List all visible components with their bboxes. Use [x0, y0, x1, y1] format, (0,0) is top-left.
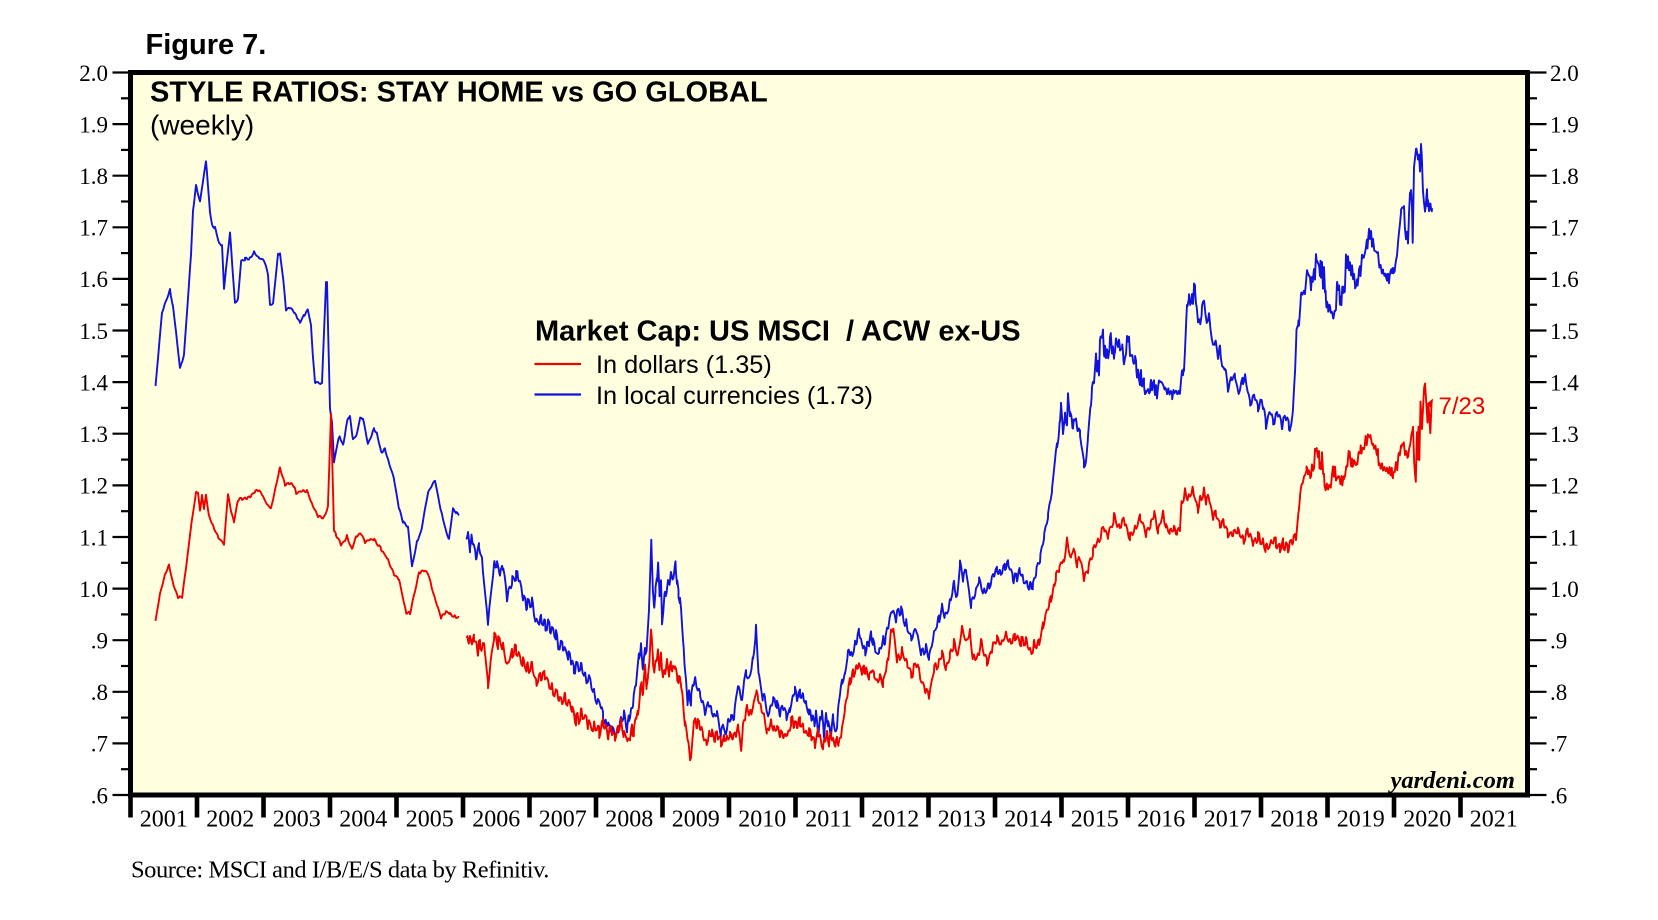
svg-text:2008: 2008 [605, 807, 653, 833]
svg-text:Market Cap: US MSCI / ACW ex-: Market Cap: US MSCI / ACW ex-US [535, 316, 1021, 348]
svg-text:1.5: 1.5 [79, 319, 108, 344]
svg-text:1.7: 1.7 [79, 216, 108, 241]
svg-text:2009: 2009 [672, 807, 720, 833]
svg-text:2001: 2001 [140, 807, 188, 833]
svg-text:2005: 2005 [406, 807, 454, 833]
svg-text:yardeni.com: yardeni.com [1387, 767, 1515, 794]
svg-text:In dollars (1.35): In dollars (1.35) [596, 351, 772, 379]
svg-text:.9: .9 [1550, 629, 1567, 654]
svg-text:2006: 2006 [472, 807, 520, 833]
svg-text:Source: MSCI and I/B/E/S data: Source: MSCI and I/B/E/S data by Refinit… [131, 857, 549, 884]
svg-text:2013: 2013 [938, 807, 986, 833]
svg-text:Figure 7.: Figure 7. [146, 29, 267, 61]
svg-text:1.2: 1.2 [1550, 474, 1579, 499]
svg-text:2004: 2004 [339, 807, 387, 833]
svg-text:1.3: 1.3 [1550, 422, 1579, 447]
svg-text:.8: .8 [1550, 680, 1567, 705]
svg-text:.7: .7 [1550, 732, 1567, 757]
svg-text:1.9: 1.9 [79, 112, 108, 137]
svg-text:2011: 2011 [805, 807, 852, 833]
svg-text:2002: 2002 [206, 807, 254, 833]
svg-text:.7: .7 [91, 732, 108, 757]
svg-text:1.5: 1.5 [1550, 319, 1579, 344]
svg-text:.6: .6 [1550, 783, 1567, 808]
svg-text:1.6: 1.6 [79, 267, 108, 292]
svg-text:2.0: 2.0 [1550, 61, 1579, 86]
svg-text:2018: 2018 [1270, 807, 1318, 833]
svg-text:2.0: 2.0 [79, 61, 108, 86]
svg-text:1.4: 1.4 [1550, 370, 1579, 395]
svg-text:.9: .9 [91, 629, 108, 654]
svg-text:1.1: 1.1 [79, 525, 108, 550]
svg-text:2014: 2014 [1004, 807, 1052, 833]
svg-text:1.6: 1.6 [1550, 267, 1579, 292]
svg-text:1.0: 1.0 [79, 577, 108, 602]
svg-text:2003: 2003 [273, 807, 321, 833]
svg-text:1.0: 1.0 [1550, 577, 1579, 602]
svg-text:1.8: 1.8 [1550, 164, 1579, 189]
svg-text:1.4: 1.4 [79, 370, 108, 395]
svg-text:2016: 2016 [1137, 807, 1185, 833]
svg-text:In local currencies (1.73): In local currencies (1.73) [596, 382, 873, 410]
svg-text:2010: 2010 [738, 807, 786, 833]
svg-text:1.1: 1.1 [1550, 525, 1579, 550]
svg-text:2019: 2019 [1337, 807, 1385, 833]
svg-text:STYLE RATIOS: STAY HOME vs GO: STYLE RATIOS: STAY HOME vs GO GLOBAL [150, 77, 768, 109]
svg-text:1.9: 1.9 [1550, 112, 1579, 137]
svg-text:1.2: 1.2 [79, 474, 108, 499]
svg-text:2007: 2007 [539, 807, 587, 833]
svg-text:.8: .8 [91, 680, 108, 705]
svg-text:1.3: 1.3 [79, 422, 108, 447]
svg-text:2012: 2012 [871, 807, 919, 833]
svg-text:2021: 2021 [1470, 807, 1518, 833]
svg-text:(weekly): (weekly) [150, 110, 254, 141]
svg-text:1.7: 1.7 [1550, 216, 1579, 241]
svg-text:2015: 2015 [1071, 807, 1119, 833]
svg-text:2017: 2017 [1204, 807, 1252, 833]
svg-text:.6: .6 [91, 783, 108, 808]
svg-text:7/23: 7/23 [1439, 393, 1486, 420]
svg-text:1.8: 1.8 [79, 164, 108, 189]
svg-text:2020: 2020 [1403, 807, 1451, 833]
